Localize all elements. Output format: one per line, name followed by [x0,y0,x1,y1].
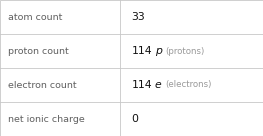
Text: net ionic charge: net ionic charge [8,115,85,123]
Text: electron count: electron count [8,81,77,89]
Text: 114: 114 [132,80,152,90]
Text: atom count: atom count [8,13,62,21]
Text: 33: 33 [132,12,145,22]
Text: proton count: proton count [8,47,69,55]
Text: e: e [155,80,161,90]
Text: 0: 0 [132,114,139,124]
Text: (protons): (protons) [166,47,205,55]
Text: (electrons): (electrons) [165,81,212,89]
Text: p: p [155,46,162,56]
Text: 114: 114 [132,46,152,56]
